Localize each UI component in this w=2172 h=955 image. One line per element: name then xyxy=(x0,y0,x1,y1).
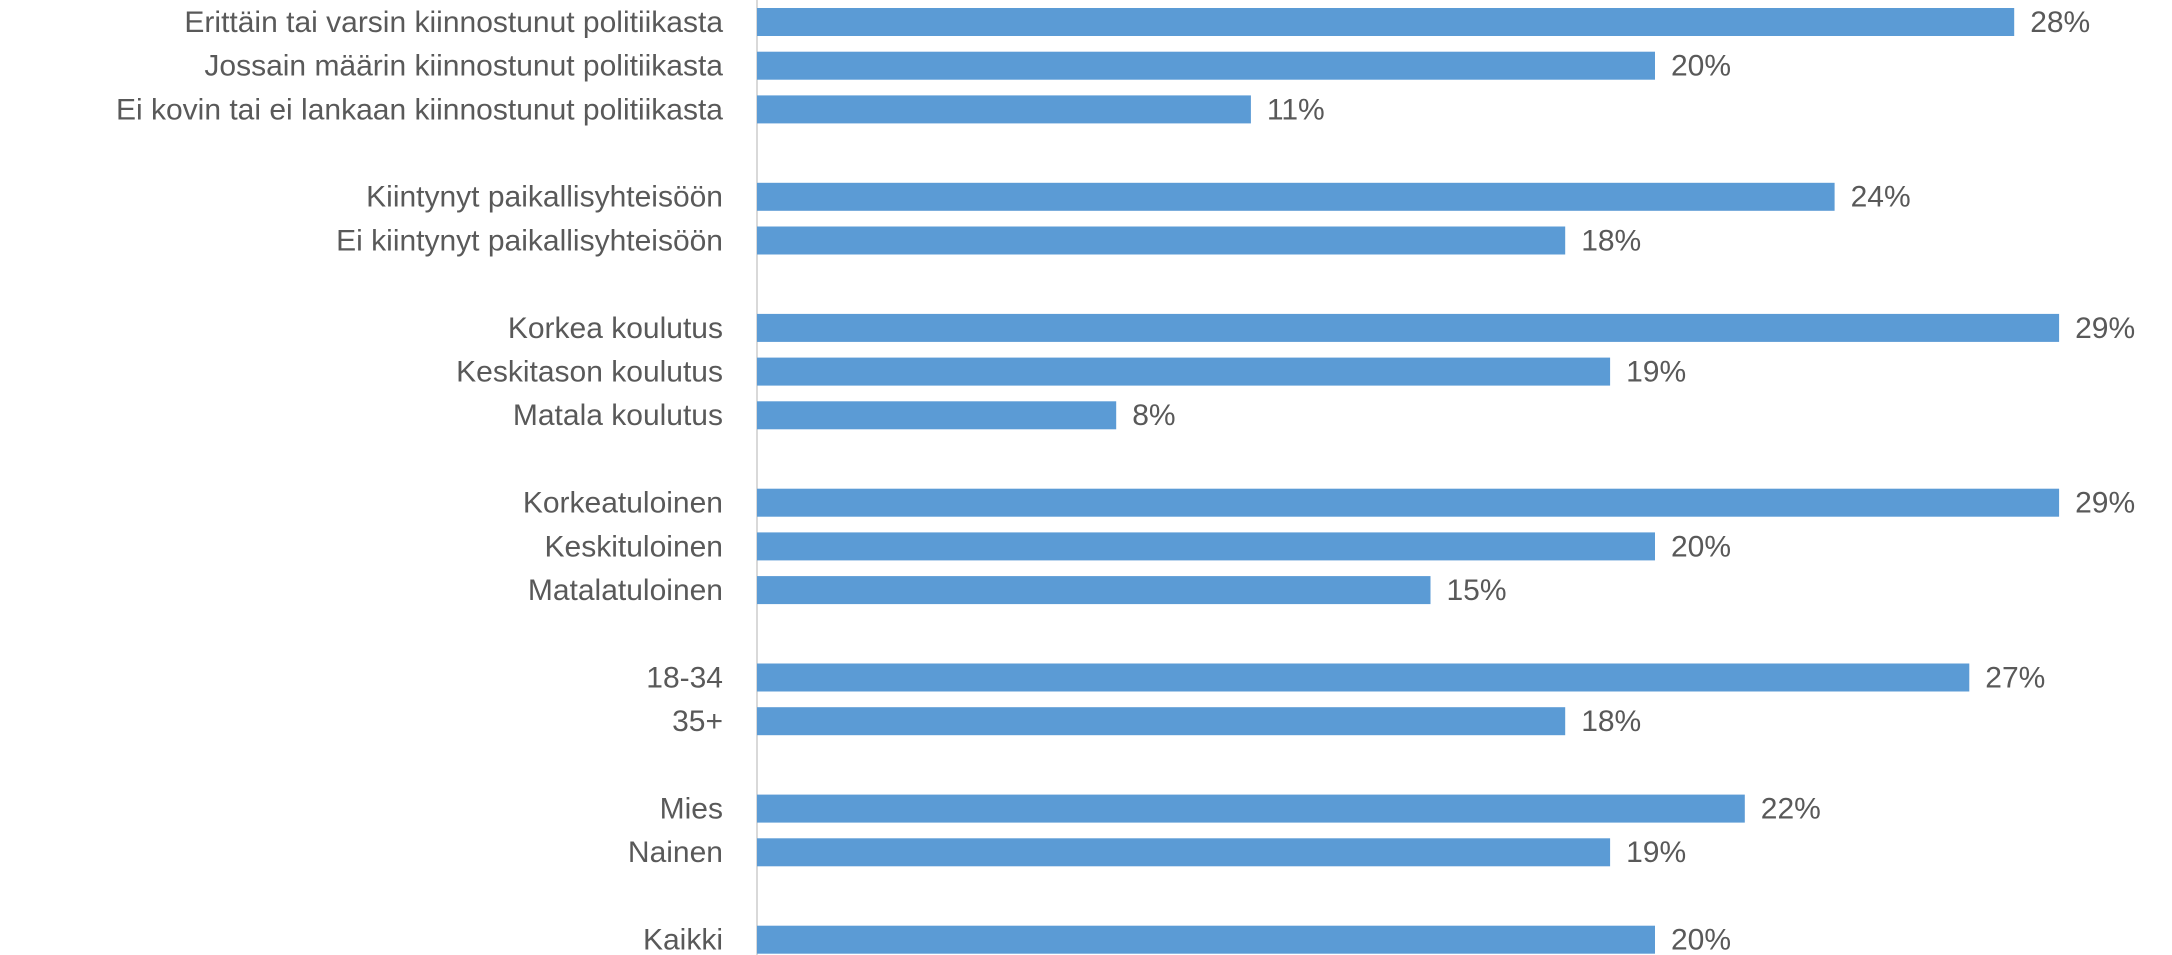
data-label: 20% xyxy=(1671,50,1731,83)
bar xyxy=(757,838,1611,867)
bar xyxy=(757,401,1117,430)
y-tick-label: Korkea koulutus xyxy=(508,312,723,345)
data-label: 29% xyxy=(2075,487,2135,520)
data-label: 18% xyxy=(1581,224,1641,257)
y-tick-label: Matalatuloinen xyxy=(528,574,723,607)
y-tick-label: Ei kiintynyt paikallisyhteisöön xyxy=(336,224,723,257)
y-tick-label: Nainen xyxy=(628,836,723,869)
bar xyxy=(757,707,1566,736)
bar xyxy=(757,182,1835,211)
y-tick-label: Ei kovin tai ei lankaan kiinnostunut pol… xyxy=(116,93,723,126)
y-tick-label: Jossain määrin kiinnostunut politiikasta xyxy=(204,50,723,83)
y-tick-label: Matala koulutus xyxy=(513,399,723,432)
y-tick-label: Kaikki xyxy=(643,924,723,955)
bar xyxy=(757,925,1655,954)
data-label: 15% xyxy=(1447,574,1507,607)
data-label: 27% xyxy=(1985,661,2045,694)
bar xyxy=(757,313,2060,342)
y-tick-label: Kiintynyt paikallisyhteisöön xyxy=(366,181,723,214)
data-label: 24% xyxy=(1851,181,1911,214)
bar xyxy=(757,51,1655,80)
data-label: 29% xyxy=(2075,312,2135,345)
data-label: 20% xyxy=(1671,924,1731,955)
y-tick-label: Keskitason koulutus xyxy=(456,356,723,389)
y-tick-label: 18-34 xyxy=(646,661,723,694)
bar xyxy=(757,794,1745,823)
y-tick-label: Mies xyxy=(660,793,723,826)
bar xyxy=(757,226,1566,255)
bar xyxy=(757,8,2015,36)
data-label: 19% xyxy=(1626,836,1686,869)
bar xyxy=(757,95,1251,124)
data-label: 18% xyxy=(1581,705,1641,738)
data-label: 11% xyxy=(1267,93,1325,126)
y-tick-label: Korkeatuloinen xyxy=(523,487,723,520)
y-tick-label: 35+ xyxy=(672,705,723,738)
bar xyxy=(757,532,1655,561)
bar xyxy=(757,576,1431,605)
y-tick-label: Keskituloinen xyxy=(545,530,723,563)
y-tick-label: Erittäin tai varsin kiinnostunut politii… xyxy=(184,6,723,39)
bar xyxy=(757,357,1611,386)
data-label: 8% xyxy=(1132,399,1175,432)
data-label: 19% xyxy=(1626,356,1686,389)
bar xyxy=(757,488,2060,517)
data-label: 22% xyxy=(1761,793,1821,826)
data-label: 28% xyxy=(2030,6,2090,39)
bar xyxy=(757,663,1970,692)
data-label: 20% xyxy=(1671,530,1731,563)
